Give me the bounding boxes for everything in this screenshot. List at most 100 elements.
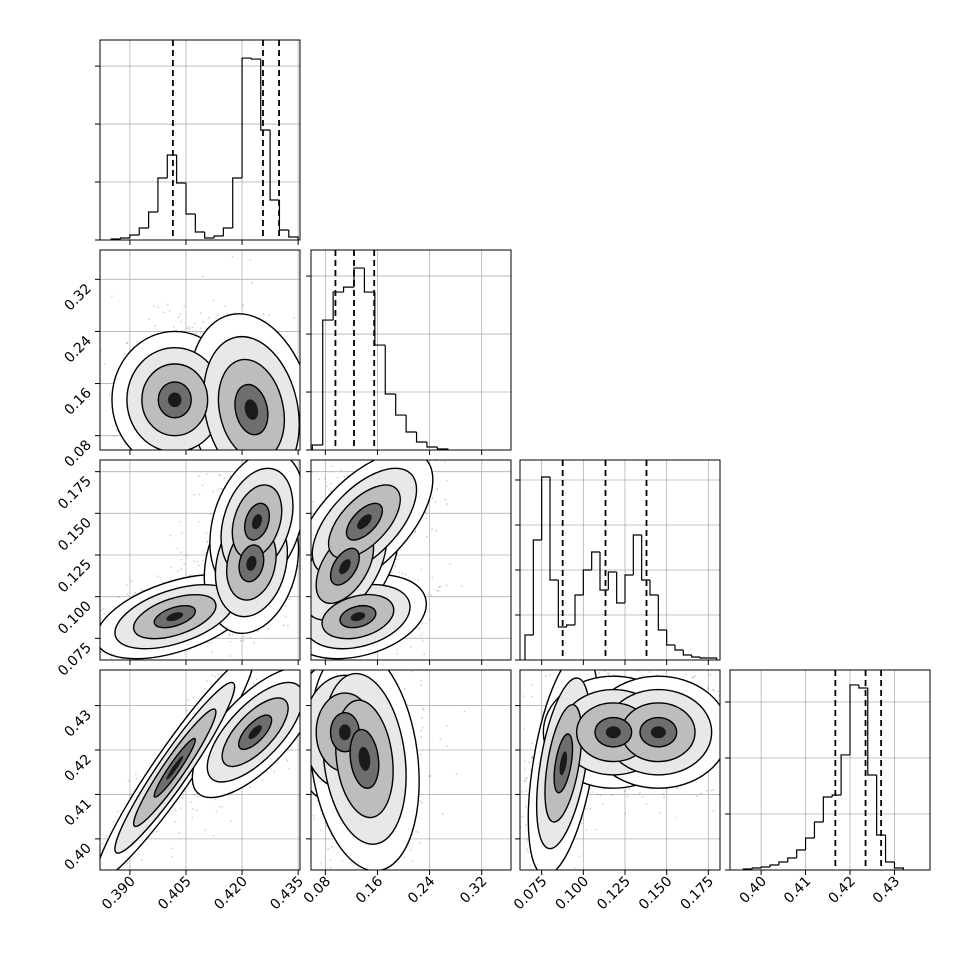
- sample-point: [265, 671, 267, 673]
- sample-point: [306, 625, 308, 627]
- sample-point: [94, 432, 96, 434]
- sample-point: [251, 451, 253, 453]
- sample-point: [186, 709, 189, 712]
- histogram-bin: [322, 319, 334, 446]
- sample-point: [307, 648, 309, 650]
- sample-point: [318, 478, 321, 480]
- sample-point: [171, 457, 173, 459]
- histogram-bin: [363, 268, 375, 293]
- sample-point: [225, 469, 227, 471]
- sample-point: [306, 542, 308, 544]
- histogram-bin: [867, 687, 877, 776]
- sample-point: [443, 461, 446, 463]
- sample-point: [268, 454, 270, 456]
- histogram-bin: [176, 155, 186, 184]
- sample-point: [211, 468, 213, 470]
- sample-point: [91, 659, 93, 661]
- sample-point: [214, 675, 217, 678]
- sample-point: [302, 591, 304, 593]
- sample-point: [193, 560, 196, 562]
- histogram-bin: [557, 579, 567, 628]
- sample-point: [89, 901, 91, 903]
- histogram-panel: [520, 460, 720, 661]
- y-tick-label: 0.16: [61, 385, 94, 418]
- sample-point: [256, 455, 258, 457]
- sample-point: [306, 556, 308, 558]
- histogram-bin: [591, 551, 600, 570]
- sample-point: [224, 305, 227, 307]
- sample-point: [201, 559, 204, 562]
- sample-point: [218, 487, 221, 490]
- sample-point: [173, 462, 175, 464]
- sample-point: [242, 304, 244, 306]
- sample-point: [198, 493, 201, 496]
- sample-point: [294, 608, 296, 610]
- sample-point: [304, 610, 306, 612]
- sample-point: [162, 311, 165, 314]
- sample-point: [115, 429, 118, 432]
- sample-point: [228, 632, 231, 635]
- sample-point: [431, 576, 434, 579]
- sample-point: [210, 642, 213, 644]
- sample-point: [398, 455, 400, 457]
- sample-point: [430, 594, 433, 596]
- sample-point: [82, 622, 84, 624]
- sample-point: [283, 456, 285, 458]
- sample-point: [303, 573, 305, 575]
- sample-point: [177, 474, 179, 476]
- sample-point: [231, 634, 234, 636]
- sample-point: [102, 882, 104, 884]
- sample-point: [113, 435, 116, 437]
- sample-point: [424, 511, 427, 514]
- sample-point: [92, 638, 94, 640]
- sample-point: [153, 305, 155, 308]
- sample-point: [296, 619, 298, 621]
- sample-point: [194, 332, 197, 334]
- sample-point: [179, 320, 182, 323]
- sample-point: [292, 649, 294, 651]
- sample-point: [272, 634, 274, 636]
- sample-point: [80, 634, 82, 636]
- sample-point: [116, 810, 119, 813]
- sample-point: [270, 452, 272, 454]
- sample-point: [108, 394, 111, 397]
- histogram-bin: [260, 59, 271, 131]
- sample-point: [132, 593, 135, 596]
- histogram-bin: [760, 866, 770, 868]
- sample-point: [330, 482, 332, 485]
- sample-point: [130, 580, 133, 582]
- sample-point: [305, 643, 307, 645]
- sample-point: [212, 299, 215, 302]
- sample-point: [267, 627, 270, 630]
- sample-point: [217, 314, 219, 317]
- histogram-bin: [674, 645, 684, 651]
- sample-point: [308, 548, 310, 550]
- panel-frame: [99, 249, 301, 451]
- sample-point: [313, 508, 315, 510]
- sample-point: [119, 455, 121, 457]
- sample-point: [180, 551, 182, 554]
- sample-point: [218, 473, 221, 476]
- sample-point: [101, 842, 104, 845]
- sample-point: [201, 484, 204, 487]
- sample-point: [291, 631, 293, 633]
- sample-point: [308, 577, 310, 579]
- sample-point: [299, 665, 301, 667]
- sample-point: [308, 632, 310, 634]
- sample-point: [183, 305, 186, 308]
- contour: [251, 514, 263, 530]
- histogram-bin: [607, 571, 617, 590]
- sample-point: [196, 452, 198, 454]
- sample-point: [223, 477, 226, 480]
- sample-point: [379, 443, 381, 445]
- histogram-bin: [119, 237, 130, 240]
- sample-point: [285, 451, 287, 453]
- sample-point: [445, 584, 448, 587]
- contour: [246, 555, 257, 571]
- sample-point: [283, 616, 285, 618]
- sample-point: [444, 499, 447, 501]
- sample-point: [303, 613, 305, 615]
- sample-point: [424, 622, 427, 625]
- sample-point: [226, 312, 229, 315]
- sample-point: [302, 622, 304, 624]
